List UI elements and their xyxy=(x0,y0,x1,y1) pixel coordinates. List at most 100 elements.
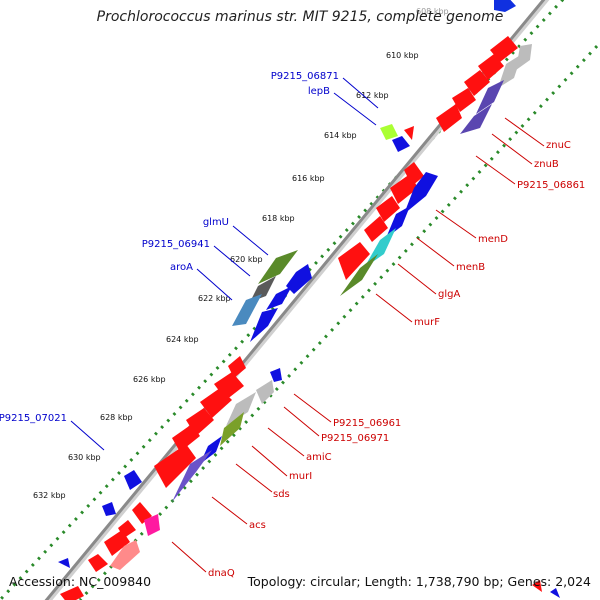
gene-arrow[interactable] xyxy=(550,588,560,598)
label-leader-line xyxy=(235,463,273,493)
tick-label: 608 kbp xyxy=(416,7,449,16)
gene-arrow[interactable] xyxy=(516,44,532,70)
gene-label[interactable]: P9215_06871 xyxy=(271,71,339,82)
gene-label[interactable]: aroA xyxy=(170,262,193,273)
gene-arrow[interactable] xyxy=(266,286,292,310)
gene-label[interactable]: znuC xyxy=(546,140,571,151)
accession-text: Accession: NC_009840 xyxy=(9,574,152,589)
gene-arrow[interactable] xyxy=(172,424,200,452)
label-leader-line xyxy=(283,406,320,437)
gene-arrow[interactable] xyxy=(58,558,70,568)
tick-label: 632 kbp xyxy=(33,491,66,500)
gene-arrow[interactable] xyxy=(250,276,276,302)
label-leader-line xyxy=(171,541,207,573)
gene-arrow[interactable] xyxy=(172,450,212,502)
tick-label: 612 kbp xyxy=(356,91,389,100)
tick-label: 628 kbp xyxy=(100,413,133,422)
gene-arrow[interactable] xyxy=(386,206,410,238)
tick-label: 614 kbp xyxy=(324,131,357,140)
tick-label: 618 kbp xyxy=(262,214,295,223)
gene-arrow[interactable] xyxy=(464,70,490,96)
gene-arrow[interactable] xyxy=(220,412,244,446)
tick-label: 626 kbp xyxy=(133,375,166,384)
gene-arrow[interactable] xyxy=(102,502,116,516)
gene-label[interactable]: P9215_06961 xyxy=(333,418,401,429)
label-leader-line xyxy=(267,427,305,457)
gene-label[interactable]: glmU xyxy=(203,217,229,228)
summary-text: Topology: circular; Length: 1,738,790 bp… xyxy=(247,574,591,589)
label-leader-line xyxy=(211,496,248,525)
gene-label[interactable]: P9215_06971 xyxy=(321,433,389,444)
gene-label[interactable]: znuB xyxy=(534,159,559,170)
gene-label[interactable]: amiC xyxy=(306,452,332,463)
gene-label[interactable]: acs xyxy=(249,520,266,531)
tick-label: 610 kbp xyxy=(386,51,419,60)
gene-arrow[interactable] xyxy=(104,530,130,556)
label-leader-line xyxy=(333,92,377,126)
gene-label[interactable]: sds xyxy=(273,489,290,500)
gene-arrow[interactable] xyxy=(436,104,462,132)
gene-arrow[interactable] xyxy=(60,586,84,600)
tick-label: 624 kbp xyxy=(166,335,199,344)
gene-arrow[interactable] xyxy=(88,554,108,572)
gene-arrow[interactable] xyxy=(452,88,476,112)
gene-arrow[interactable] xyxy=(228,356,246,378)
label-leader-line xyxy=(416,237,455,267)
gene-arrow[interactable] xyxy=(340,254,378,296)
gene-arrow[interactable] xyxy=(270,368,282,382)
gene-arrow[interactable] xyxy=(380,124,398,140)
gene-arrow[interactable] xyxy=(110,540,140,570)
map-title: Prochlorococcus marinus str. MIT 9215, c… xyxy=(96,9,504,25)
gene-label[interactable]: murF xyxy=(414,317,440,328)
gene-arrow[interactable] xyxy=(338,242,370,280)
gene-arrow[interactable] xyxy=(532,580,542,592)
gene-arrow[interactable] xyxy=(364,228,396,268)
gene-arrow[interactable] xyxy=(390,174,418,204)
gene-arrow[interactable] xyxy=(132,502,152,524)
label-leader-line xyxy=(196,268,233,301)
gene-arrow[interactable] xyxy=(144,514,160,536)
gene-label[interactable]: murI xyxy=(289,471,312,482)
label-leader-line xyxy=(435,209,477,239)
gene-arrow[interactable] xyxy=(478,54,504,80)
gene-arrow[interactable] xyxy=(250,308,278,342)
gene-arrow[interactable] xyxy=(226,392,256,426)
gene-arrow[interactable] xyxy=(404,172,438,214)
gene-arrow[interactable] xyxy=(404,126,414,140)
gene-arrow[interactable] xyxy=(494,0,516,12)
gene-label[interactable]: P9215_06861 xyxy=(517,180,585,191)
gene-label[interactable]: lepB xyxy=(308,86,330,97)
gene-arrow[interactable] xyxy=(476,80,504,114)
label-leader-line xyxy=(504,117,545,147)
gene-label[interactable]: glgA xyxy=(438,289,460,300)
gene-arrow[interactable] xyxy=(124,470,142,490)
gene-arrow[interactable] xyxy=(392,136,410,152)
gene-arrow[interactable] xyxy=(364,216,388,242)
gene-arrow[interactable] xyxy=(232,294,262,326)
gene-label[interactable]: P9215_07021 xyxy=(0,413,67,424)
gene-label[interactable]: menB xyxy=(456,262,485,273)
gene-arrow[interactable] xyxy=(460,104,492,134)
label-leader-line xyxy=(70,420,105,451)
gene-arrow[interactable] xyxy=(286,264,312,294)
gene-arrow[interactable] xyxy=(154,444,196,488)
tick-label: 620 kbp xyxy=(230,255,263,264)
gene-arrow[interactable] xyxy=(376,196,400,222)
gene-arrow[interactable] xyxy=(490,36,518,62)
gene-arrow[interactable] xyxy=(498,54,522,88)
label-leader-line xyxy=(491,133,533,165)
gene-arrow[interactable] xyxy=(200,388,232,418)
label-leader-line xyxy=(251,445,288,477)
gene-label[interactable]: dnaQ xyxy=(208,568,235,579)
inner-dotted-line xyxy=(78,40,600,600)
label-leader-line xyxy=(232,225,269,256)
label-leader-line xyxy=(213,245,251,277)
label-leader-line xyxy=(342,77,379,109)
gene-arrow[interactable] xyxy=(256,380,274,404)
gene-label[interactable]: menD xyxy=(478,234,508,245)
tick-label: 622 kbp xyxy=(198,294,231,303)
gene-label[interactable]: P9215_06941 xyxy=(142,239,210,250)
gene-arrow[interactable] xyxy=(258,250,298,284)
